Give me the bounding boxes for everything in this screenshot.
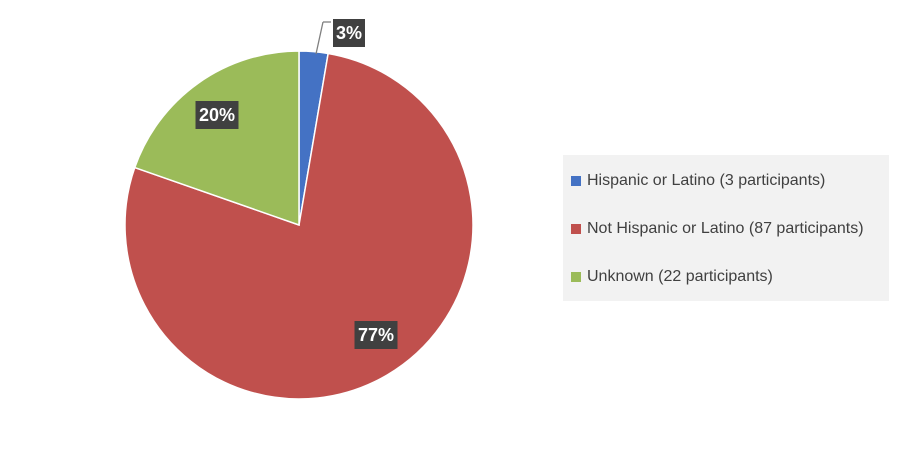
pie-slices bbox=[124, 50, 474, 400]
data-labels: 3% 77% 20% bbox=[195, 19, 398, 349]
data-label-unknown: 20% bbox=[195, 101, 239, 129]
legend-item-not-hispanic: Not Hispanic or Latino (87 participants) bbox=[563, 217, 889, 241]
legend-item-unknown: Unknown (22 participants) bbox=[563, 265, 889, 289]
data-label-text: 77% bbox=[358, 325, 394, 345]
data-label-text: 20% bbox=[199, 105, 235, 125]
data-label-hispanic: 3% bbox=[333, 19, 365, 47]
pie-slice-not-hispanic bbox=[124, 52, 474, 400]
legend-label: Not Hispanic or Latino (87 participants) bbox=[587, 220, 864, 237]
legend-swatch bbox=[571, 272, 581, 282]
legend-swatch bbox=[571, 224, 581, 234]
data-label-box bbox=[195, 101, 239, 129]
pie-slice-unknown bbox=[133, 50, 300, 227]
legend-label: Hispanic or Latino (3 participants) bbox=[587, 172, 826, 189]
legend-label: Unknown (22 participants) bbox=[587, 268, 773, 285]
legend-item-hispanic: Hispanic or Latino (3 participants) bbox=[563, 169, 889, 193]
legend-swatch bbox=[571, 176, 581, 186]
legend: Hispanic or Latino (3 participants) Not … bbox=[563, 155, 889, 301]
data-label-text: 3% bbox=[336, 23, 362, 43]
leader-line bbox=[315, 21, 324, 55]
data-label-box bbox=[333, 19, 365, 47]
data-label-box bbox=[354, 321, 398, 349]
data-label-not-hispanic: 77% bbox=[354, 321, 398, 349]
